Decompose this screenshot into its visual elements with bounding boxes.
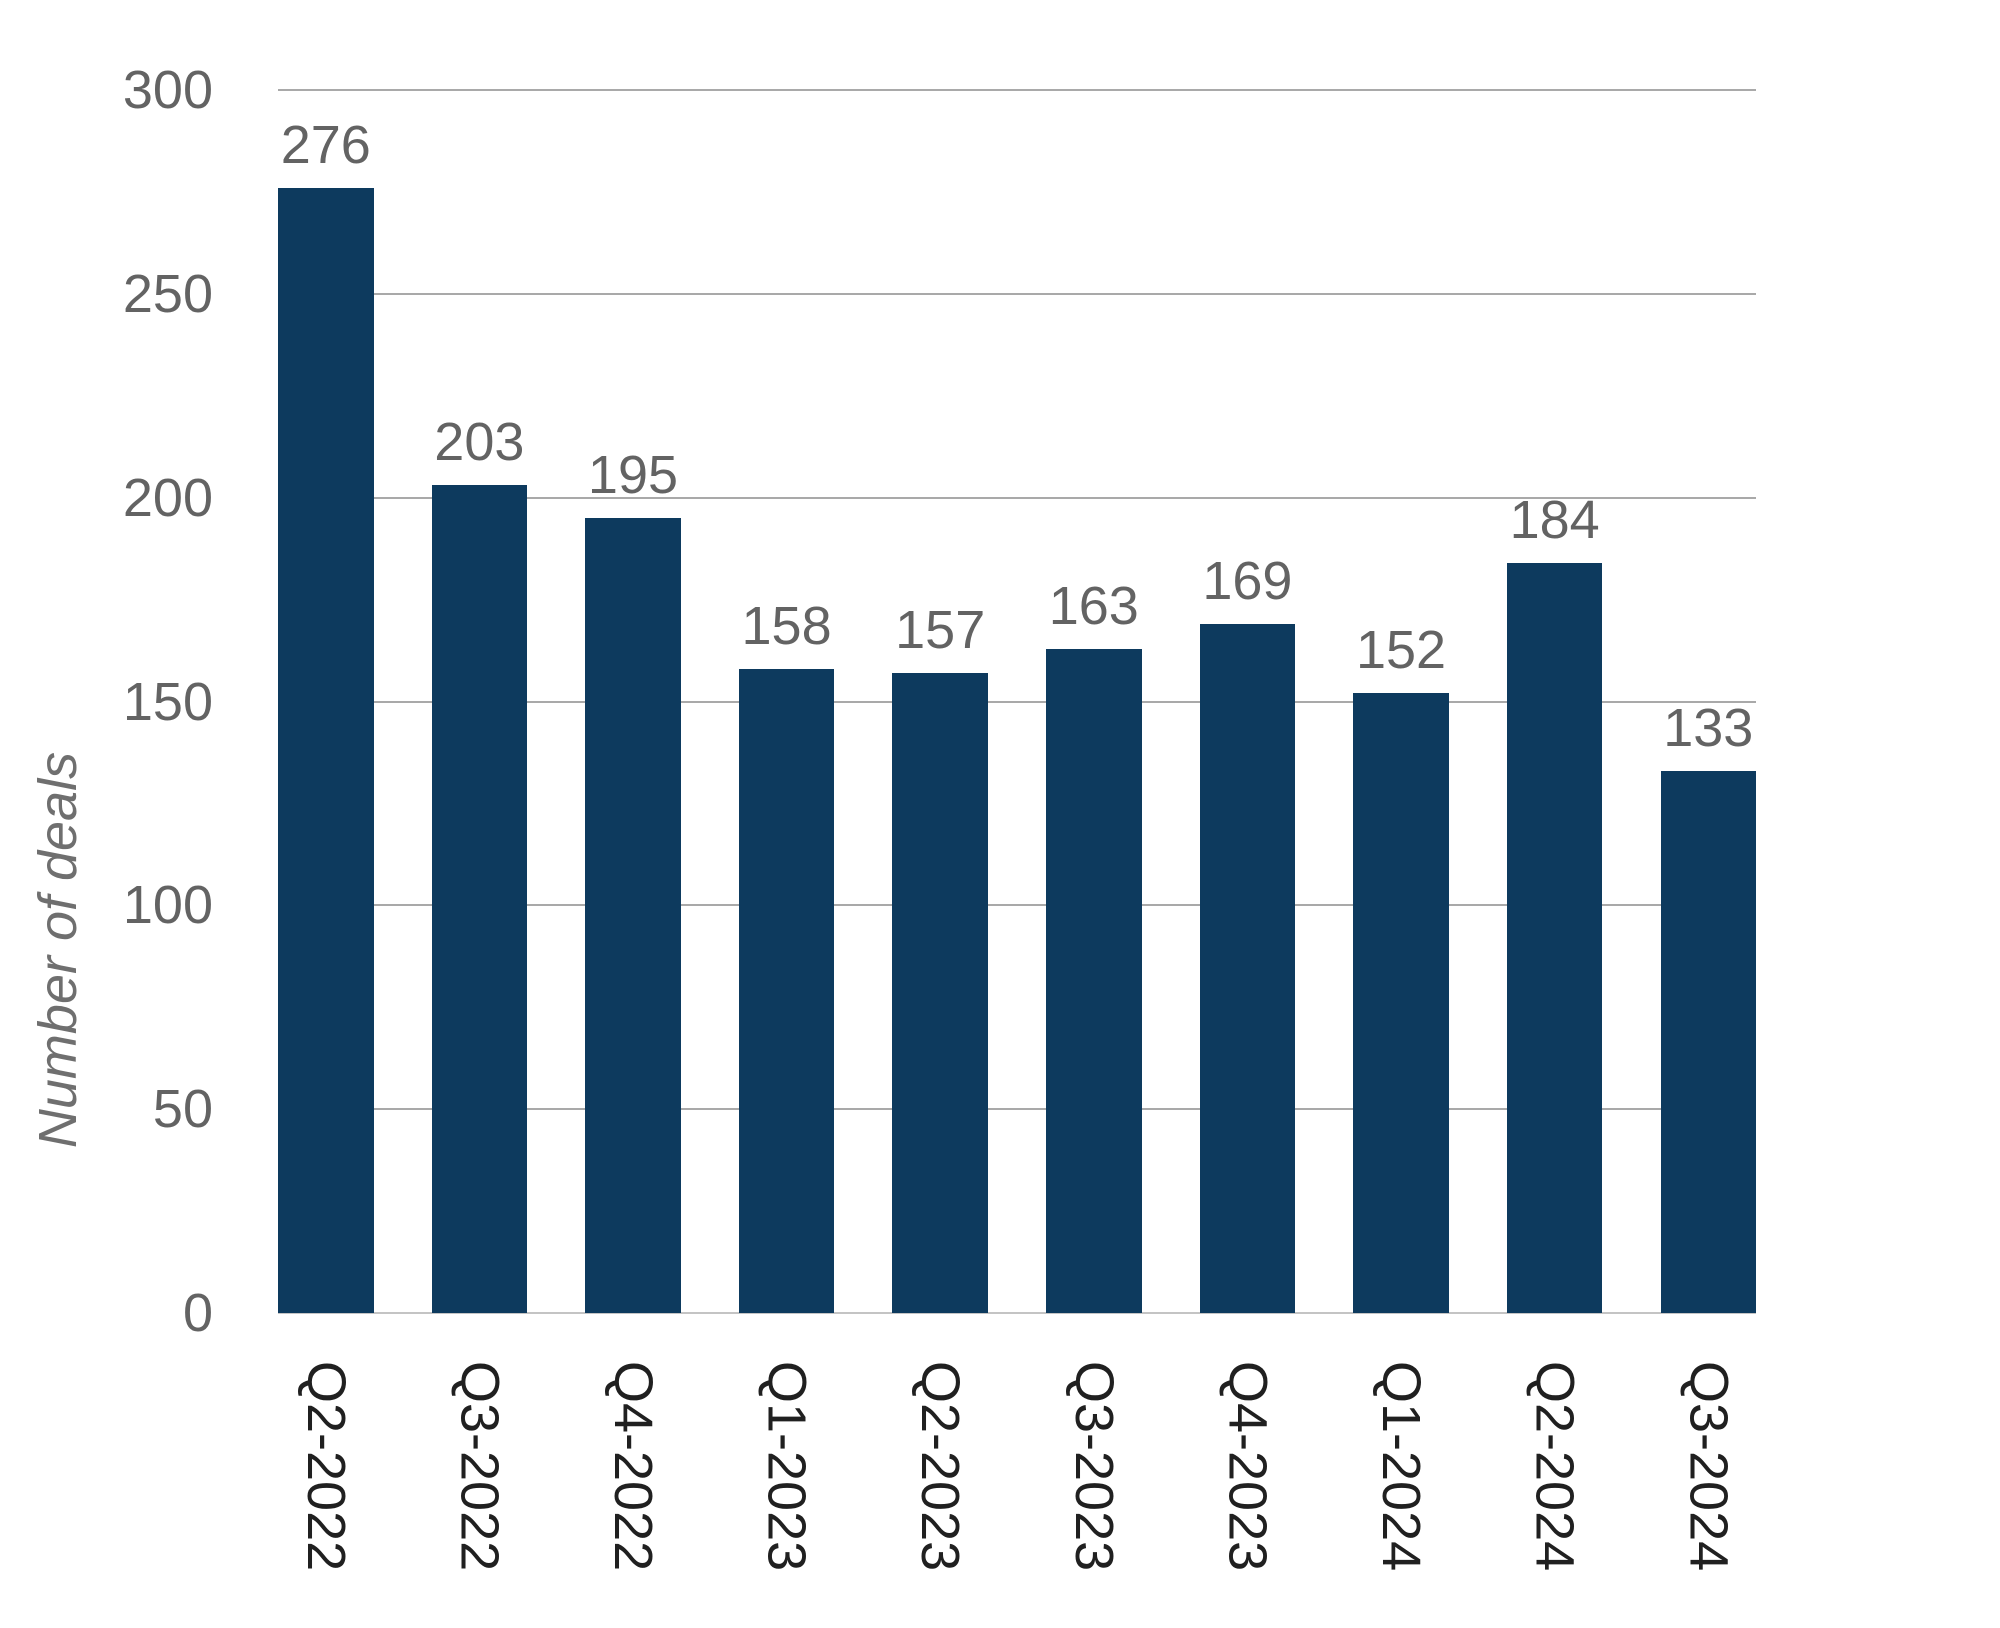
bar-Q1-2023 <box>738 668 835 1313</box>
x-tick-label: Q2-2024 <box>1524 1361 1585 1572</box>
bar-Q3-2024 <box>1660 770 1756 1313</box>
bar-Q2-2023 <box>892 672 988 1313</box>
gridline <box>278 700 1756 703</box>
bar-value-label: 152 <box>1355 620 1447 681</box>
x-tick-label: Q1-2023 <box>756 1361 817 1572</box>
bar-value-label: 195 <box>587 445 679 506</box>
x-tick-label: Q3-2023 <box>1063 1361 1124 1572</box>
x-tick-label: Q2-2022 <box>295 1361 356 1572</box>
x-tick-label: Q4-2022 <box>602 1361 663 1572</box>
axis-baseline <box>278 1312 1756 1314</box>
bar-value-label: 158 <box>741 595 832 656</box>
y-tick-label: 0 <box>182 1283 213 1343</box>
x-tick-label: Q2-2023 <box>910 1361 971 1572</box>
y-tick-label: 50 <box>152 1079 213 1140</box>
bar-value-label: 157 <box>895 599 986 660</box>
y-tick-label: 100 <box>122 875 213 936</box>
bar-value-label: 169 <box>1202 551 1293 612</box>
x-tick-label: Q1-2024 <box>1371 1361 1432 1572</box>
bar-value-label: 163 <box>1048 575 1139 636</box>
bar-Q2-2024 <box>1506 562 1603 1313</box>
y-tick-label: 250 <box>122 263 213 324</box>
plot-area: 276 203 195 158 157 163 169 152 184 133 <box>278 89 1756 1314</box>
y-tick-label: 200 <box>122 467 213 528</box>
y-tick-label: 300 <box>122 60 213 120</box>
bar-value-label: 276 <box>280 114 371 175</box>
gridline <box>278 904 1756 907</box>
y-tick-label: 150 <box>122 671 213 732</box>
bar-value-label: 203 <box>434 412 525 473</box>
x-tick-label: Q3-2022 <box>449 1361 510 1572</box>
gridline <box>278 292 1756 295</box>
bar-Q2-2022 <box>278 187 374 1313</box>
bar-Q1-2024 <box>1353 693 1449 1313</box>
bar-value-label: 184 <box>1509 489 1600 550</box>
x-tick-label: Q3-2024 <box>1678 1361 1739 1572</box>
bar-Q3-2022 <box>431 485 528 1313</box>
x-tick-label: Q4-2023 <box>1217 1361 1278 1572</box>
bar-Q4-2022 <box>585 518 681 1313</box>
bar-value-label: 133 <box>1663 697 1754 758</box>
bar-Q3-2023 <box>1046 648 1142 1313</box>
bar-Q4-2023 <box>1199 624 1296 1313</box>
gridline <box>278 89 1756 91</box>
gridline <box>278 1108 1756 1111</box>
gridline <box>278 496 1756 499</box>
